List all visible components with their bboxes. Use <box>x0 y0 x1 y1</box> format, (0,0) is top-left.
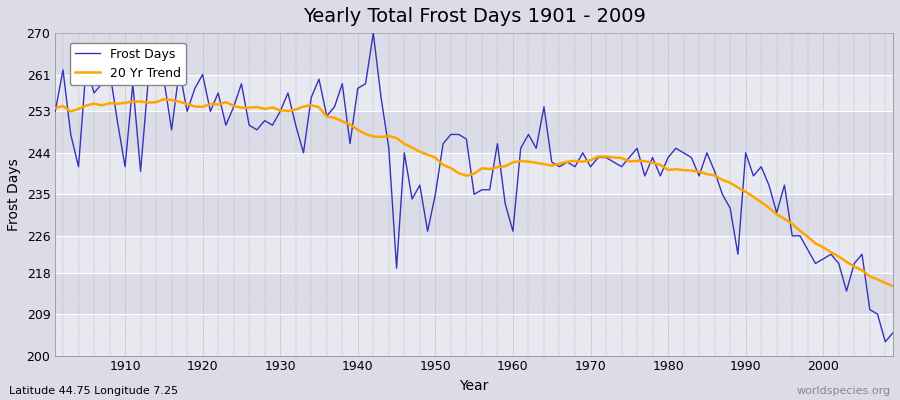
Bar <box>55 74 893 111</box>
Frost Days <box>516 146 526 151</box>
Text: Latitude 44.75 Longitude 7.25: Latitude 44.75 Longitude 7.25 <box>9 386 178 396</box>
Frost Days <box>880 340 891 344</box>
20 Yr Trend <box>887 284 898 288</box>
20 Yr Trend <box>337 119 347 124</box>
Frost Days <box>283 90 293 95</box>
Title: Yearly Total Frost Days 1901 - 2009: Yearly Total Frost Days 1901 - 2009 <box>302 7 645 26</box>
Frost Days <box>887 330 898 335</box>
Legend: Frost Days, 20 Yr Trend: Frost Days, 20 Yr Trend <box>70 42 186 85</box>
Frost Days <box>50 109 60 114</box>
X-axis label: Year: Year <box>460 379 489 393</box>
20 Yr Trend <box>112 101 122 106</box>
Line: Frost Days: Frost Days <box>55 33 893 342</box>
Bar <box>55 153 893 194</box>
20 Yr Trend <box>158 97 169 102</box>
Frost Days <box>608 160 619 164</box>
20 Yr Trend <box>508 160 518 165</box>
Frost Days <box>112 118 122 123</box>
20 Yr Trend <box>516 158 526 163</box>
Bar <box>55 236 893 273</box>
Line: 20 Yr Trend: 20 Yr Trend <box>55 99 893 286</box>
Frost Days <box>329 104 340 109</box>
Bar <box>55 314 893 356</box>
Y-axis label: Frost Days: Frost Days <box>7 158 21 231</box>
20 Yr Trend <box>50 106 60 110</box>
Frost Days <box>368 31 379 36</box>
Frost Days <box>508 229 518 234</box>
Text: worldspecies.org: worldspecies.org <box>796 386 891 396</box>
20 Yr Trend <box>291 107 302 112</box>
20 Yr Trend <box>608 155 619 160</box>
